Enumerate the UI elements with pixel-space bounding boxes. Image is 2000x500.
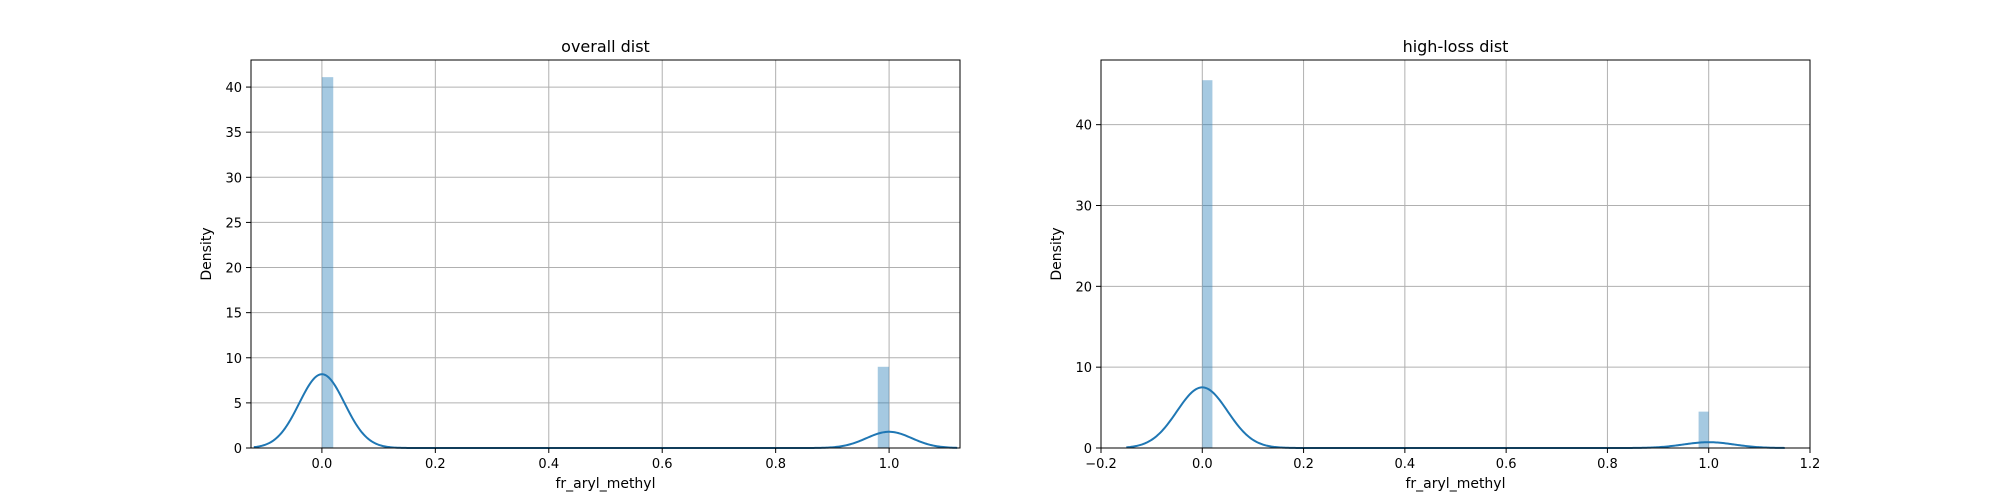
y-tick-label: 20 xyxy=(1075,280,1092,295)
x-tick-label: 1.2 xyxy=(1800,457,1821,472)
y-tick-label: 40 xyxy=(1075,119,1092,134)
x-tick-label: 0.2 xyxy=(1293,457,1314,472)
x-tick-label: 0.6 xyxy=(1496,457,1517,472)
x-tick-label: 0.4 xyxy=(1395,457,1416,472)
y-axis-label: Density xyxy=(199,227,215,280)
x-tick-label: 1.0 xyxy=(879,457,900,472)
x-tick-label: 0.8 xyxy=(1597,457,1618,472)
x-tick-label: 0.0 xyxy=(1192,457,1213,472)
y-tick-label: 10 xyxy=(225,352,242,367)
kde-curve xyxy=(253,373,958,449)
x-tick-label: −0.2 xyxy=(1085,457,1117,472)
x-axis-label: fr_aryl_methyl xyxy=(1406,476,1506,492)
y-tick-label: 20 xyxy=(225,262,242,277)
histogram-bar xyxy=(1202,80,1213,448)
y-tick-label: 30 xyxy=(1075,200,1092,215)
x-tick-label: 1.0 xyxy=(1698,457,1719,472)
x-axis-label: fr_aryl_methyl xyxy=(556,476,656,492)
y-tick-label: 0 xyxy=(234,442,242,457)
x-tick-label: 0.0 xyxy=(312,457,333,472)
x-tick-label: 0.8 xyxy=(765,457,786,472)
histogram-bar xyxy=(321,77,334,448)
y-tick-label: 0 xyxy=(1084,442,1092,457)
chart-title: high-loss dist xyxy=(1403,37,1509,56)
plot-frame xyxy=(250,59,961,449)
chart-title: overall dist xyxy=(561,37,650,56)
plot-frame xyxy=(1100,59,1811,449)
x-tick-label: 0.6 xyxy=(652,457,673,472)
y-tick-label: 10 xyxy=(1075,361,1092,376)
y-tick-label: 30 xyxy=(225,171,242,186)
y-tick-label: 5 xyxy=(234,397,242,412)
overall-dist-panel: 0.0 0.2 0.4 0.6 0.8 1.0 0 5 10 15 20 25 30 35 40 overal… xyxy=(199,37,961,492)
x-tick-label: 0.2 xyxy=(425,457,446,472)
histogram-bar xyxy=(877,366,890,448)
kde-curve xyxy=(1126,386,1785,449)
y-tick-label: 15 xyxy=(225,307,242,322)
y-tick-label: 35 xyxy=(225,126,242,141)
x-tick-label: 0.4 xyxy=(538,457,559,472)
y-axis-label: Density xyxy=(1049,227,1065,280)
high-loss-dist-panel: −0.2 0.0 0.2 0.4 0.6 0.8 1.0 1.2 0 10 20 30 40 high-l… xyxy=(1049,37,1820,492)
y-tick-label: 40 xyxy=(225,81,242,96)
histogram-bar xyxy=(1698,411,1709,448)
y-tick-label: 25 xyxy=(225,216,242,231)
